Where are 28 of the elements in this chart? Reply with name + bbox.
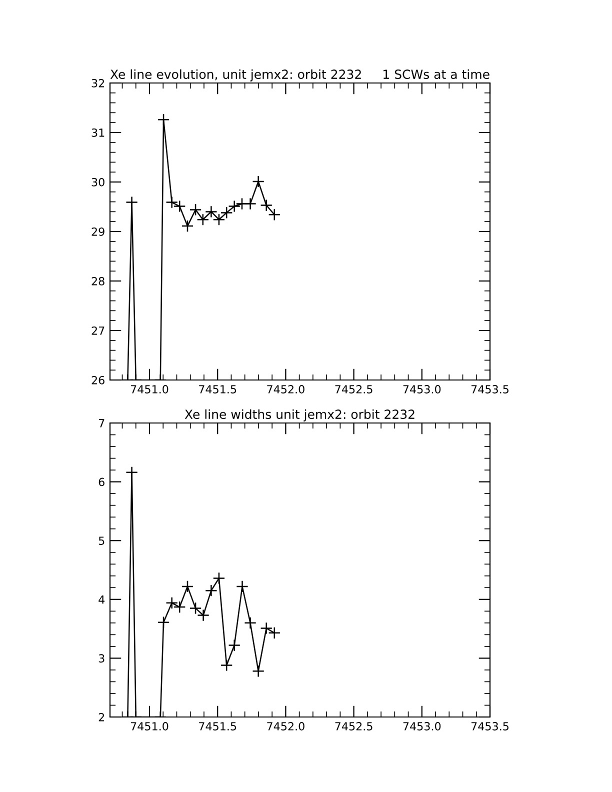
x-tick-label: 7451.0 [130,385,168,394]
chart-title: Xe line widths unit jemx2: orbit 2232 [184,409,414,422]
x-tick-label: 7453.5 [471,385,508,394]
chart-title: Xe line evolution, unit jemx2: orbit 2232 [110,69,361,82]
y-tick-label: 5 [98,536,104,545]
x-tick-label: 7453.0 [403,385,441,394]
y-tick-label: 29 [92,227,104,236]
x-tick-label: 7451.5 [199,385,236,394]
y-tick-label: 7 [98,419,104,428]
y-tick-label: 2 [98,712,104,722]
y-tick-label: 28 [92,276,104,286]
x-tick-label: 7451.0 [130,722,168,730]
x-tick-label: 7452.0 [267,722,304,730]
x-tick-label: 7452.0 [267,385,304,394]
y-tick-label: 31 [92,128,104,137]
text: 1 SCWs at a time [384,69,490,80]
y-tick-label: 3 [98,654,104,663]
x-tick-label: 7451.5 [199,722,236,730]
x-tick-label: 7452.5 [335,722,372,730]
y-tick-label: 32 [92,78,104,88]
x-tick-label: 7453.5 [471,722,508,730]
x-tick-label: 7453.0 [403,722,441,730]
y-tick-label: 4 [98,596,105,604]
y-tick-label: 30 [92,178,104,186]
x-tick-label: 7452.5 [335,385,372,394]
y-tick-label: 27 [92,326,104,335]
y-tick-label: 6 [98,478,104,486]
y-tick-label: 26 [92,376,104,384]
